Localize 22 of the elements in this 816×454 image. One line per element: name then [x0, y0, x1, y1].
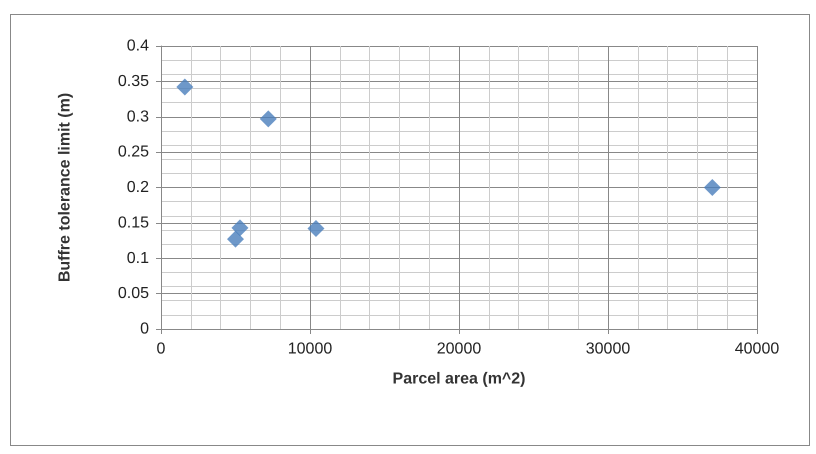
point [704, 179, 721, 196]
y-tick-label: 0.35 [118, 72, 150, 90]
point [176, 78, 194, 96]
y-tick-label: 0.3 [126, 108, 150, 126]
y-tick-label: 0.05 [118, 285, 150, 302]
x-tick-label: 40000 [734, 340, 780, 358]
x-tick-label: 20000 [436, 340, 482, 358]
x-axis-title: Parcel area (m^2) [392, 370, 526, 388]
point [231, 219, 248, 236]
y-tick-label: 0.25 [118, 144, 150, 161]
x-tick-label: 30000 [586, 340, 630, 358]
y-tick-label: 0 [140, 320, 150, 338]
y-tick-label: 0.15 [118, 214, 150, 232]
point [307, 220, 324, 238]
y-tick-label: 0.1 [126, 250, 150, 267]
point [260, 110, 277, 128]
y-axis-title: Buffre tolerance limit (m) [56, 92, 74, 282]
y-tick-label: 0.4 [126, 38, 150, 54]
x-tick-label: 0 [156, 340, 166, 358]
point [227, 230, 244, 248]
y-tick-label: 0.2 [126, 179, 150, 196]
x-tick-label: 10000 [288, 340, 332, 358]
